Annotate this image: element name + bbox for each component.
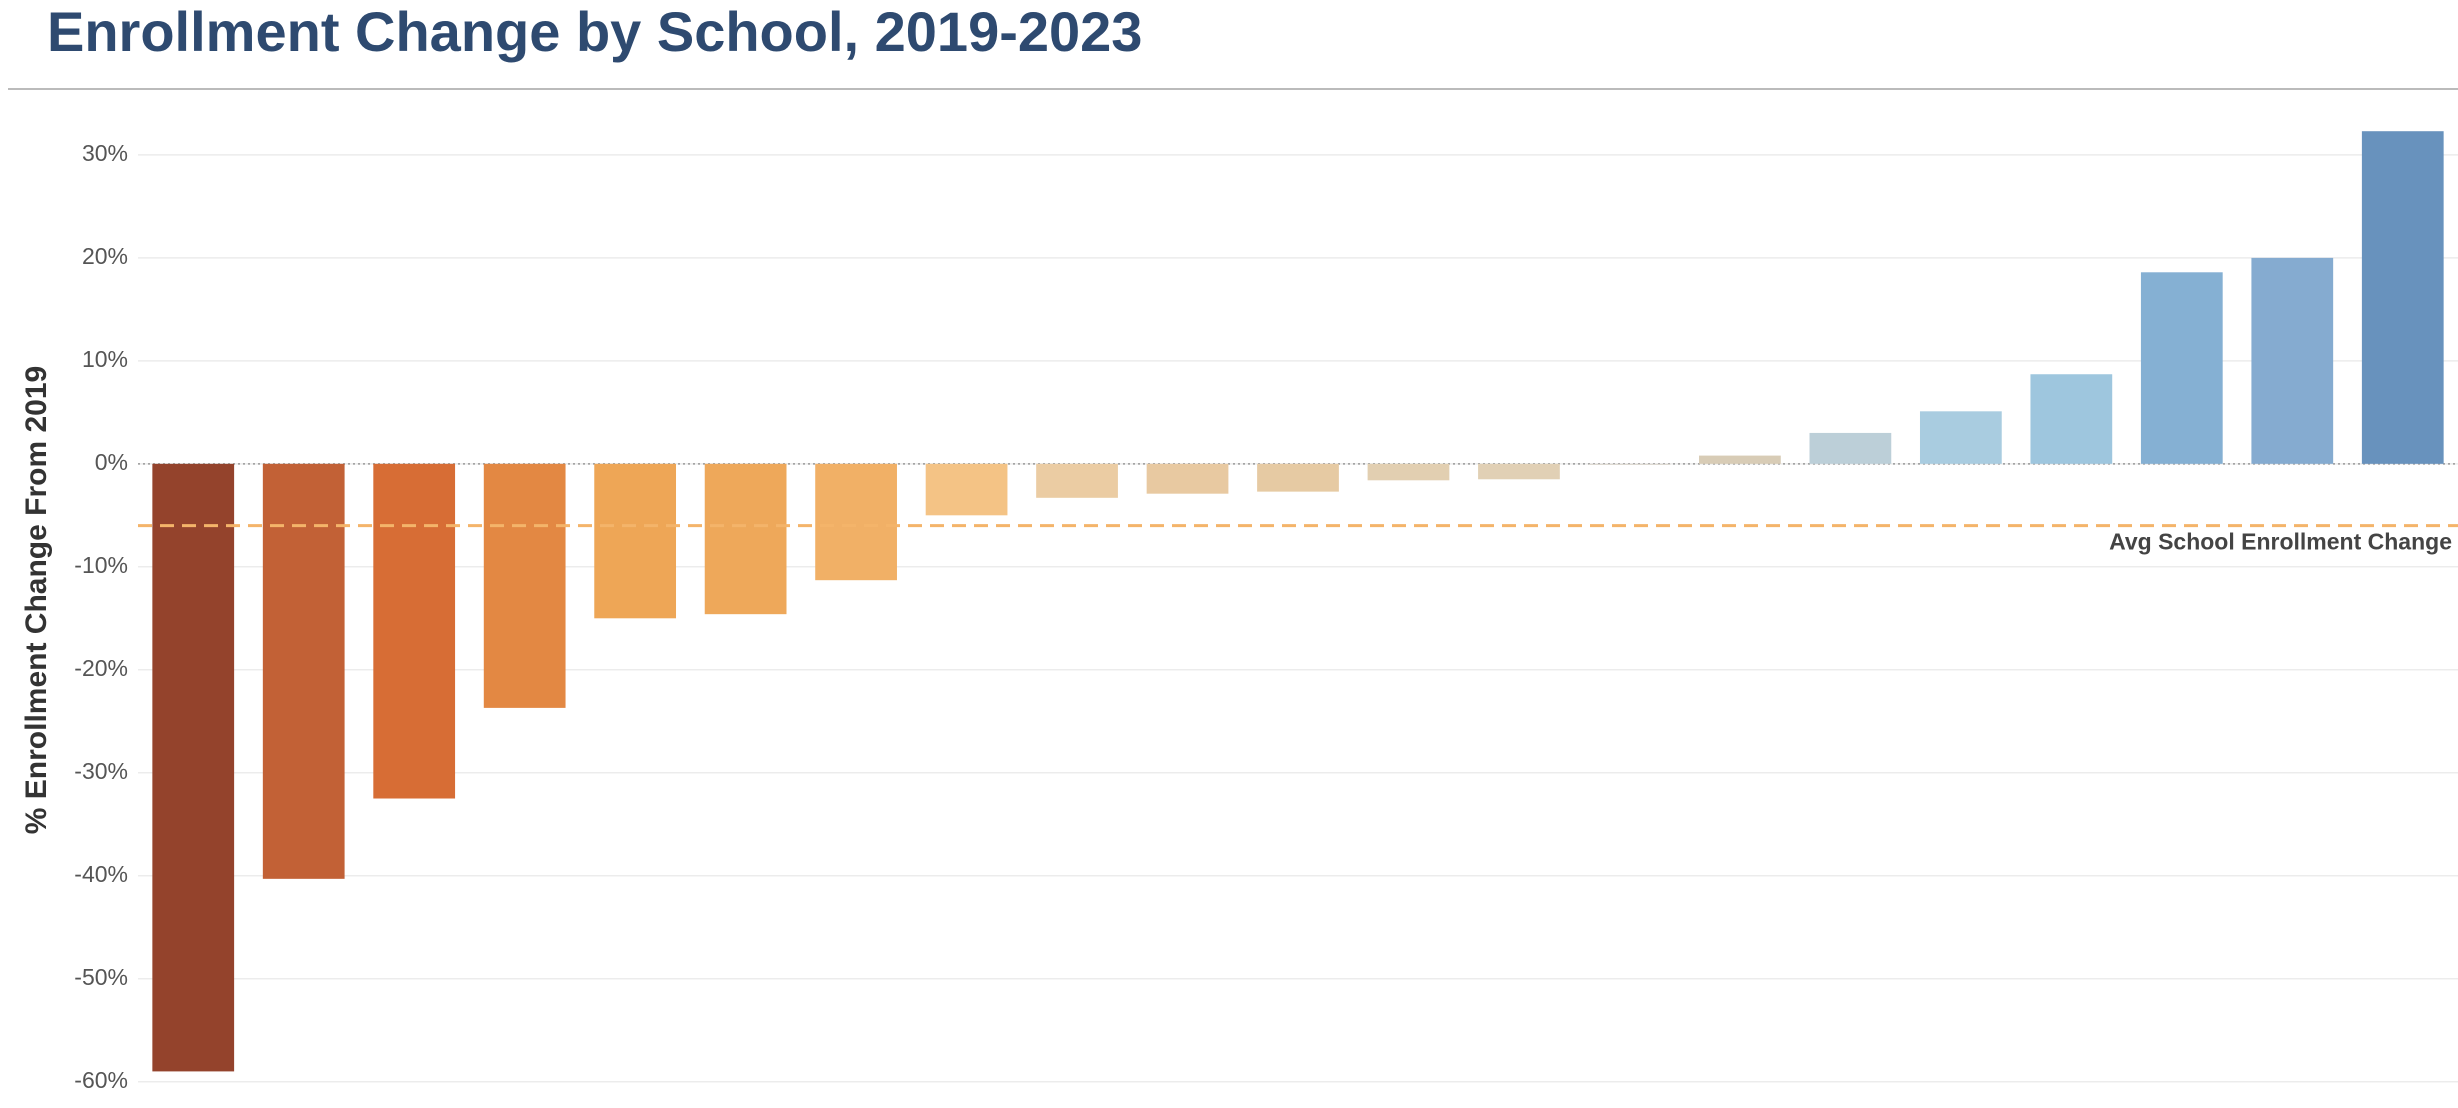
bar — [2140, 272, 2223, 464]
y-tick-label: 10% — [82, 346, 128, 372]
average-label: Avg School Enrollment Change — [2109, 529, 2452, 555]
bar — [1919, 411, 2002, 464]
y-tick-label: 20% — [82, 243, 128, 269]
bar — [483, 463, 566, 708]
y-tick-label: -30% — [74, 758, 128, 784]
bar — [262, 463, 345, 879]
y-tick-label: 0% — [95, 449, 128, 475]
y-tick-label: -10% — [74, 552, 128, 578]
bar — [373, 463, 456, 799]
bar — [2361, 131, 2444, 464]
bar — [1809, 432, 1892, 464]
bar — [594, 463, 677, 619]
y-tick-label: -50% — [74, 964, 128, 990]
bar — [152, 463, 235, 1072]
y-tick-label: -60% — [74, 1067, 128, 1093]
bar — [1036, 463, 1118, 498]
chart-title: Enrollment Change by School, 2019-2023 — [47, 0, 1142, 63]
bar — [1478, 463, 1560, 480]
bar — [2030, 374, 2113, 464]
bar — [704, 463, 787, 615]
bar — [1699, 455, 1781, 464]
y-tick-label: -20% — [74, 655, 128, 681]
bar — [1367, 463, 1450, 481]
bar — [1588, 463, 1671, 465]
bar — [1257, 463, 1339, 492]
bar — [815, 463, 897, 581]
bar — [1146, 463, 1229, 494]
y-tick-label: 30% — [82, 140, 128, 166]
bar — [925, 463, 1008, 516]
y-axis-title: % Enrollment Change From 2019 — [20, 366, 53, 834]
bar — [2251, 257, 2334, 464]
y-tick-label: -40% — [74, 861, 128, 887]
